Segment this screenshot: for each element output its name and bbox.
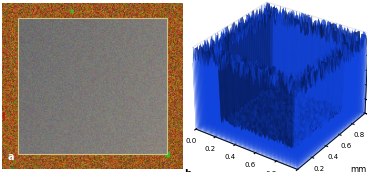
Bar <box>18 18 167 154</box>
Text: a: a <box>7 152 14 162</box>
Text: b: b <box>185 169 192 172</box>
Y-axis label: mm: mm <box>350 165 367 172</box>
